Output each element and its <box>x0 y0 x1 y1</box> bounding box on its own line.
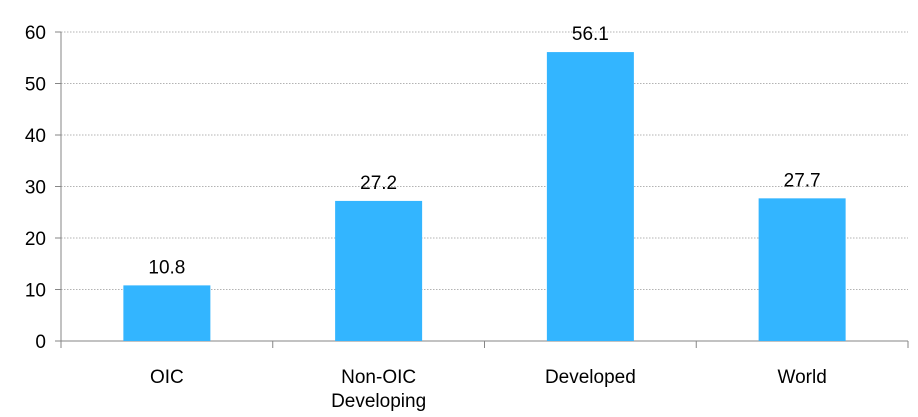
x-category-label-line: World <box>777 367 826 388</box>
bar <box>758 198 846 341</box>
y-tick-label: 60 <box>25 23 46 44</box>
x-category-label-line: OIC <box>150 367 184 388</box>
y-tick-label: 20 <box>25 229 46 250</box>
data-label: 27.2 <box>360 173 397 194</box>
bar <box>335 200 423 341</box>
labels: 0 10 20 30 40 50 60 10.8 OIC 27.2 Non-OIC Developin… <box>25 23 827 412</box>
x-category-label: Non-OIC Developing <box>331 367 426 412</box>
data-label: 56.1 <box>572 24 609 45</box>
x-category-label: World <box>777 367 826 388</box>
x-category-label: Developed <box>545 367 636 388</box>
x-category-label: OIC <box>150 367 184 388</box>
bar <box>123 285 211 341</box>
bars <box>123 52 846 342</box>
y-tick-label: 30 <box>25 178 46 199</box>
data-label: 10.8 <box>148 257 185 278</box>
x-category-label-line: Developing <box>331 391 426 412</box>
y-tick-label: 40 <box>25 126 46 147</box>
x-category-label-line: Developed <box>545 367 636 388</box>
y-tick-label: 0 <box>35 332 46 353</box>
y-tick-label: 50 <box>25 75 46 96</box>
bar <box>546 52 634 342</box>
data-label: 27.7 <box>784 170 821 191</box>
x-category-label-line: Non-OIC <box>341 367 416 388</box>
y-tick-label: 10 <box>25 281 46 302</box>
